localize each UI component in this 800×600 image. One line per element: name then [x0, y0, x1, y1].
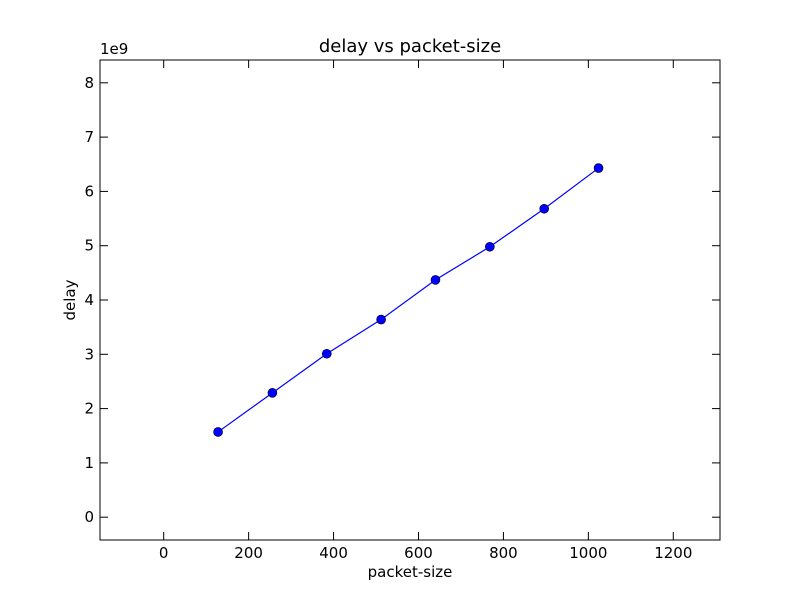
- y-offset-label: 1e9: [100, 40, 128, 58]
- y-tick-label: 7: [84, 128, 94, 146]
- data-point: [593, 163, 604, 173]
- data-point: [430, 275, 441, 285]
- x-tick-label: 600: [404, 544, 433, 562]
- series-layer: [213, 163, 604, 437]
- y-tick-label: 2: [84, 400, 94, 418]
- data-point: [376, 314, 386, 325]
- x-tick-label: 400: [319, 544, 348, 562]
- series-line: [217, 167, 599, 433]
- x-tick-label: 200: [234, 544, 263, 562]
- y-tick-label: 4: [84, 291, 94, 309]
- x-tick-label: 0: [159, 544, 169, 562]
- y-tick-label: 6: [84, 182, 94, 200]
- y-tick-label: 3: [84, 345, 94, 363]
- y-tick-label: 1: [84, 454, 94, 472]
- y-tick-label: 8: [84, 74, 94, 92]
- y-axis-label: delay: [61, 279, 79, 320]
- data-point: [267, 388, 278, 398]
- axis-ticks: 0 200 400 600 800 1000 1200 0 1 2 3 4 5 6 7 8: [84, 60, 720, 562]
- data-point: [539, 203, 549, 214]
- data-point: [213, 427, 223, 437]
- chart-title: delay vs packet-size: [319, 36, 501, 57]
- plot-area: [99, 59, 721, 541]
- x-tick-label: 1000: [569, 544, 607, 562]
- data-point: [321, 348, 332, 359]
- x-axis-label: packet-size: [368, 563, 453, 581]
- y-tick-label: 0: [84, 508, 94, 526]
- y-tick-label: 5: [84, 237, 94, 255]
- x-tick-label: 1200: [654, 544, 692, 562]
- data-point: [485, 241, 495, 252]
- x-tick-label: 800: [489, 544, 518, 562]
